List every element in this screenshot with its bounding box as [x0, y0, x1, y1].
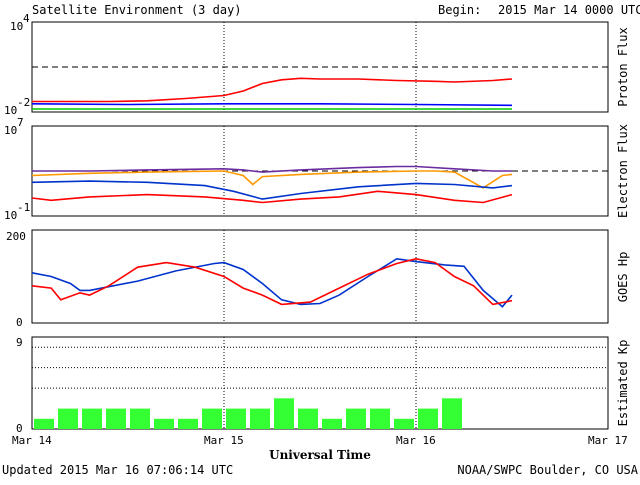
series-line-0	[31, 257, 513, 308]
electron-flux-series	[31, 165, 608, 204]
series-line-3	[31, 190, 513, 204]
kp-bar	[226, 408, 246, 429]
kp-bar	[442, 398, 462, 429]
electron-flux-ylabel: Electron Flux	[616, 124, 630, 218]
kp-ytick-bottom: 0	[16, 422, 23, 435]
electron-ytick-top-base: 10	[4, 124, 17, 137]
proton-flux-ylabel: Proton Flux	[616, 27, 630, 106]
goes-hp-ylabel: GOES Hp	[616, 252, 630, 303]
updated-timestamp: Updated 2015 Mar 16 07:06:14 UTC	[2, 463, 233, 477]
series-line-2	[31, 180, 513, 200]
kp-bar	[154, 418, 174, 429]
kp-bars	[32, 336, 608, 429]
kp-bar	[130, 408, 150, 429]
hp-ytick-top: 200	[6, 230, 26, 243]
kp-bar	[34, 418, 54, 429]
kp-bar	[58, 408, 78, 429]
proton-ytick-bottom-exp: -2	[17, 96, 30, 109]
kp-bar	[202, 408, 222, 429]
series-line-0	[32, 77, 513, 103]
kp-bar	[418, 408, 438, 429]
series-line-0	[32, 165, 512, 173]
kp-bar	[298, 408, 318, 429]
xtick-mar14: Mar 14	[12, 434, 52, 447]
kp-bar	[106, 408, 126, 429]
kp-bar	[322, 418, 342, 429]
goes-hp-panel	[31, 229, 609, 324]
kp-bar	[346, 408, 366, 429]
proton-ytick-top-base: 10	[10, 20, 23, 33]
credit-text: NOAA/SWPC Boulder, CO USA	[457, 463, 638, 477]
proton-flux-panel	[31, 21, 609, 113]
proton-ytick-top-exp: 4	[23, 12, 30, 25]
kp-bar	[250, 408, 270, 429]
kp-bar	[82, 408, 102, 429]
x-axis-title: Universal Time	[269, 448, 371, 462]
kp-bar	[394, 418, 414, 429]
kp-ytick-top: 9	[16, 336, 23, 349]
hp-ytick-bottom: 0	[16, 316, 23, 329]
begin-label: Begin:	[438, 3, 481, 17]
begin-value: 2015 Mar 14 0000 UTC	[498, 3, 640, 17]
series-line-1	[31, 103, 513, 107]
kp-bar	[274, 398, 294, 429]
electron-ytick-bottom-exp: -1	[17, 201, 30, 214]
goes-hp-series	[31, 257, 513, 308]
kp-bar	[178, 418, 198, 429]
xtick-mar16: Mar 16	[396, 434, 436, 447]
series-line-1	[31, 257, 513, 306]
chart-title: Satellite Environment (3 day)	[32, 3, 242, 17]
proton-flux-series	[31, 66, 608, 110]
estimated-kp-ylabel: Estimated Kp	[616, 340, 630, 427]
xtick-mar17: Mar 17	[588, 434, 628, 447]
kp-bar	[370, 408, 390, 429]
electron-ytick-top-exp: 7	[17, 116, 24, 129]
proton-ytick-bottom-base: 10	[4, 104, 17, 117]
electron-ytick-bottom-base: 10	[4, 209, 17, 222]
xtick-mar15: Mar 15	[204, 434, 244, 447]
series-line-1	[31, 170, 513, 189]
